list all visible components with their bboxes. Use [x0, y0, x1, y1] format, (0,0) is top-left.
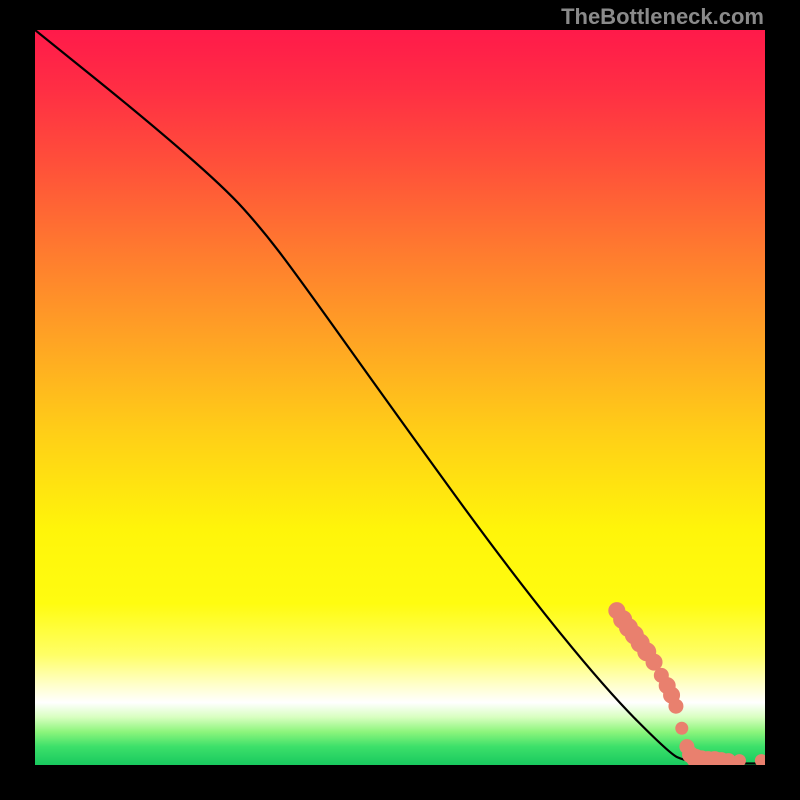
watermark-text: TheBottleneck.com: [561, 4, 764, 30]
data-marker: [755, 755, 765, 765]
data-marker: [676, 722, 688, 734]
data-marker: [646, 654, 662, 670]
data-marker: [733, 755, 745, 765]
data-marker: [669, 699, 683, 713]
chart-plot-area: [35, 30, 765, 765]
chart-svg: [35, 30, 765, 765]
